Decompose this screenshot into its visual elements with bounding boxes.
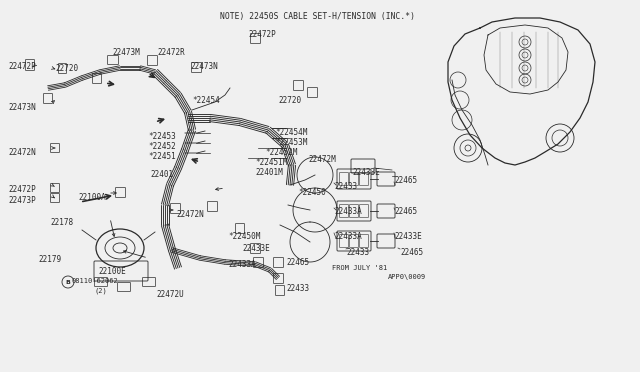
Text: *22452M: *22452M — [265, 148, 298, 157]
Text: APP0\0009: APP0\0009 — [388, 274, 426, 280]
Text: 22472P: 22472P — [8, 185, 36, 194]
Text: 22433A: 22433A — [228, 260, 256, 269]
Text: *22453: *22453 — [148, 132, 176, 141]
Text: 22472N: 22472N — [176, 210, 204, 219]
Text: 22473M: 22473M — [112, 48, 140, 57]
Text: 22472P: 22472P — [248, 30, 276, 39]
Text: 22720: 22720 — [55, 64, 78, 73]
Text: *22454: *22454 — [192, 96, 220, 105]
Text: 22433: 22433 — [346, 248, 369, 257]
Text: 22401M: 22401M — [255, 168, 283, 177]
Text: 22473N: 22473N — [8, 103, 36, 112]
Text: 22433: 22433 — [334, 182, 357, 191]
Text: 22433A: 22433A — [334, 207, 362, 216]
Text: 22720: 22720 — [278, 96, 301, 105]
Text: *22454M: *22454M — [275, 128, 307, 137]
Text: *22450M: *22450M — [228, 232, 260, 241]
Text: *22453M: *22453M — [275, 138, 307, 147]
Text: 22472N: 22472N — [8, 148, 36, 157]
Text: (2): (2) — [94, 288, 107, 295]
Text: 22100E: 22100E — [98, 267, 125, 276]
Text: 22401: 22401 — [150, 170, 173, 179]
Text: 22465: 22465 — [286, 258, 309, 267]
Text: 22433E: 22433E — [242, 244, 269, 253]
Text: 22472U: 22472U — [156, 290, 184, 299]
Text: B: B — [65, 279, 70, 285]
Text: 22472R: 22472R — [157, 48, 185, 57]
Text: 22473N: 22473N — [190, 62, 218, 71]
Text: 22473P: 22473P — [8, 196, 36, 205]
Text: *22452: *22452 — [148, 142, 176, 151]
Text: FROM JULY '81: FROM JULY '81 — [332, 265, 387, 271]
Text: *22451M: *22451M — [255, 158, 287, 167]
Text: 22472P: 22472P — [8, 62, 36, 71]
Text: 22100A: 22100A — [78, 193, 106, 202]
Text: 22465: 22465 — [394, 207, 417, 216]
Text: *22451: *22451 — [148, 152, 176, 161]
Text: 22433: 22433 — [286, 284, 309, 293]
Text: 22465: 22465 — [400, 248, 423, 257]
Text: 22433E: 22433E — [352, 168, 380, 177]
Text: 22472M: 22472M — [308, 155, 336, 164]
Text: *22450: *22450 — [298, 188, 326, 197]
Text: NOTE) 22450S CABLE SET-H/TENSION (INC.*): NOTE) 22450S CABLE SET-H/TENSION (INC.*) — [220, 12, 415, 21]
Text: 08110-62062: 08110-62062 — [72, 278, 119, 284]
Text: 22433A: 22433A — [334, 232, 362, 241]
Text: 22178: 22178 — [50, 218, 73, 227]
Text: 22465: 22465 — [394, 176, 417, 185]
Text: 22179: 22179 — [38, 255, 61, 264]
Text: 22433E: 22433E — [394, 232, 422, 241]
